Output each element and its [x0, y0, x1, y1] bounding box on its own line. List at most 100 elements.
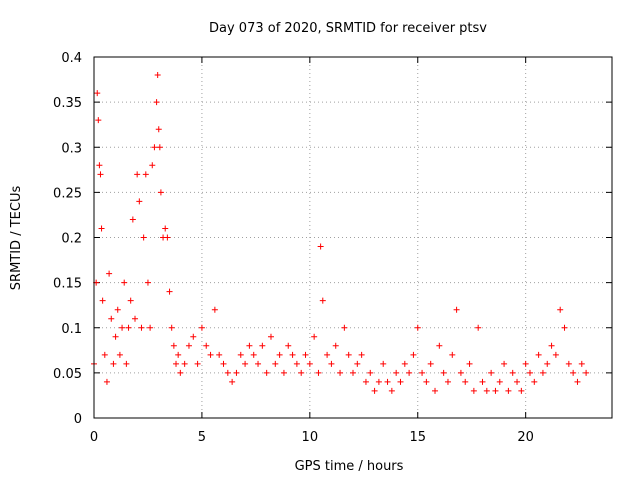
- data-points: [91, 72, 590, 394]
- data-point: [177, 369, 184, 376]
- data-point: [570, 369, 577, 376]
- data-point: [127, 297, 134, 304]
- data-point: [103, 378, 110, 385]
- data-point: [112, 333, 119, 340]
- data-point: [350, 369, 356, 376]
- data-point: [561, 324, 568, 331]
- data-point: [280, 369, 287, 376]
- data-point: [166, 288, 173, 295]
- y-axis-label: SRMTID / TECUs: [9, 186, 24, 291]
- data-point: [552, 351, 559, 358]
- data-point: [457, 369, 464, 376]
- y-tick-label: 0: [74, 412, 82, 427]
- data-point: [345, 351, 352, 358]
- chart-title: Day 073 of 2020, SRMTID for receiver pts…: [209, 21, 487, 36]
- data-point: [371, 387, 378, 394]
- data-point: [479, 378, 486, 385]
- y-tick-label: 0.05: [53, 367, 82, 382]
- data-point: [154, 72, 161, 79]
- data-point: [432, 387, 439, 394]
- data-point: [544, 360, 551, 367]
- y-tick-label: 0.35: [53, 96, 82, 111]
- data-point: [289, 351, 296, 358]
- data-point: [488, 369, 495, 376]
- data-point: [101, 351, 108, 358]
- data-point: [492, 387, 499, 394]
- data-point: [354, 360, 361, 367]
- data-point: [144, 279, 151, 286]
- data-point: [149, 162, 156, 169]
- data-point: [255, 360, 262, 367]
- data-point: [574, 378, 581, 385]
- data-point: [315, 369, 322, 376]
- data-point: [298, 369, 305, 376]
- data-point: [162, 225, 169, 232]
- data-point: [462, 378, 469, 385]
- data-point: [147, 324, 154, 331]
- data-point: [108, 315, 115, 322]
- y-tick-label: 0.4: [61, 51, 82, 66]
- data-point: [237, 351, 244, 358]
- data-point: [119, 324, 126, 331]
- data-point: [242, 360, 249, 367]
- data-point: [151, 144, 158, 151]
- data-point: [285, 342, 292, 349]
- data-point: [306, 360, 313, 367]
- data-point: [129, 216, 136, 223]
- data-point: [276, 351, 283, 358]
- data-point: [94, 90, 101, 97]
- x-tick-label: 10: [302, 430, 319, 445]
- data-point: [406, 369, 413, 376]
- data-point: [375, 378, 382, 385]
- data-point: [203, 342, 210, 349]
- data-point: [475, 324, 482, 331]
- data-point: [123, 360, 130, 367]
- data-point: [367, 369, 374, 376]
- data-point: [156, 144, 163, 151]
- data-point: [106, 270, 113, 277]
- data-point: [436, 342, 443, 349]
- data-point: [531, 378, 538, 385]
- data-point: [514, 378, 521, 385]
- data-point: [233, 369, 240, 376]
- data-point: [388, 387, 395, 394]
- data-point: [259, 342, 266, 349]
- data-point: [466, 360, 473, 367]
- data-point: [121, 279, 128, 286]
- data-point: [324, 351, 331, 358]
- data-point: [384, 378, 391, 385]
- data-point: [224, 369, 231, 376]
- axis-ticks: 0 5 10 15 20 0 0.05 0.1 0.15 0.2 0.25 0.3 0.35 0.4: [53, 51, 612, 445]
- data-point: [110, 360, 117, 367]
- data-point: [410, 351, 417, 358]
- data-point: [332, 342, 339, 349]
- data-point: [198, 324, 205, 331]
- data-point: [136, 198, 143, 205]
- data-point: [99, 297, 106, 304]
- y-tick-label: 0.25: [53, 186, 82, 201]
- data-point: [263, 369, 270, 376]
- data-point: [397, 378, 404, 385]
- data-point: [535, 351, 542, 358]
- grid: [94, 57, 612, 418]
- data-point: [423, 378, 430, 385]
- data-point: [142, 171, 149, 178]
- data-point: [134, 171, 141, 178]
- y-tick-label: 0.15: [53, 277, 82, 292]
- data-point: [207, 351, 214, 358]
- data-point: [311, 333, 318, 340]
- data-point: [380, 360, 387, 367]
- data-point: [293, 360, 300, 367]
- data-point: [578, 360, 585, 367]
- data-point: [246, 342, 253, 349]
- data-point: [181, 360, 188, 367]
- data-point: [317, 243, 324, 250]
- data-point: [96, 162, 103, 169]
- data-point: [138, 324, 145, 331]
- data-point: [337, 369, 344, 376]
- data-point: [98, 225, 105, 232]
- data-point: [341, 324, 348, 331]
- data-point: [509, 369, 516, 376]
- x-tick-label: 0: [90, 430, 98, 445]
